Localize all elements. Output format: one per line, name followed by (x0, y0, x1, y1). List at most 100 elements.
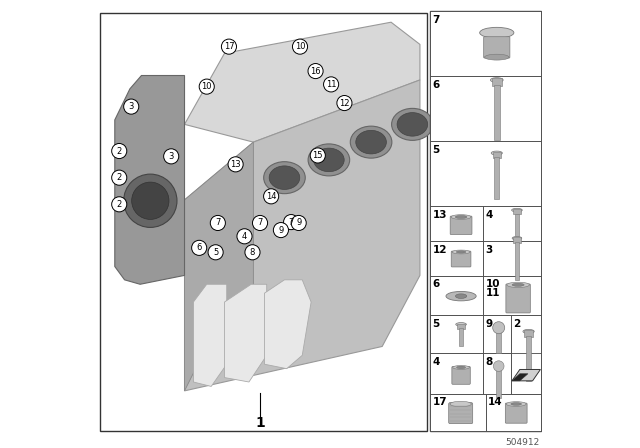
FancyBboxPatch shape (497, 368, 501, 398)
Text: 7: 7 (257, 219, 263, 228)
Polygon shape (225, 284, 267, 382)
Text: 14: 14 (488, 397, 502, 407)
Circle shape (132, 182, 169, 220)
Ellipse shape (350, 126, 392, 158)
Ellipse shape (451, 215, 471, 220)
FancyBboxPatch shape (513, 209, 521, 215)
Text: 14: 14 (266, 192, 276, 201)
Text: 15: 15 (312, 151, 323, 160)
Ellipse shape (455, 215, 467, 219)
Circle shape (211, 215, 225, 231)
FancyBboxPatch shape (494, 157, 499, 199)
FancyBboxPatch shape (493, 152, 500, 158)
FancyBboxPatch shape (430, 11, 541, 76)
FancyBboxPatch shape (459, 328, 463, 346)
Text: 504912: 504912 (506, 438, 540, 447)
Ellipse shape (452, 250, 470, 254)
Text: 10: 10 (202, 82, 212, 91)
Circle shape (310, 148, 325, 163)
Circle shape (308, 64, 323, 78)
FancyBboxPatch shape (457, 323, 465, 329)
Polygon shape (115, 76, 184, 284)
Ellipse shape (507, 282, 529, 288)
Ellipse shape (392, 108, 433, 140)
FancyBboxPatch shape (452, 366, 470, 384)
Text: 1: 1 (255, 416, 265, 430)
FancyBboxPatch shape (515, 242, 519, 280)
FancyBboxPatch shape (506, 403, 527, 423)
Circle shape (228, 157, 243, 172)
Polygon shape (264, 280, 311, 369)
Circle shape (493, 322, 505, 334)
Text: 9: 9 (486, 319, 493, 328)
Ellipse shape (523, 329, 534, 333)
Text: 17: 17 (433, 397, 447, 407)
Text: 17: 17 (223, 42, 234, 51)
Circle shape (237, 229, 252, 244)
Ellipse shape (456, 294, 467, 298)
Text: 13: 13 (230, 160, 241, 169)
Ellipse shape (484, 54, 509, 60)
FancyBboxPatch shape (430, 353, 483, 394)
Circle shape (253, 215, 268, 231)
FancyBboxPatch shape (483, 315, 511, 353)
Text: 4: 4 (242, 232, 247, 241)
Text: 5: 5 (213, 248, 218, 257)
FancyBboxPatch shape (483, 353, 511, 394)
Text: 13: 13 (433, 210, 447, 220)
Ellipse shape (480, 27, 514, 38)
Ellipse shape (356, 130, 387, 154)
Text: 16: 16 (310, 67, 321, 76)
Text: 2: 2 (116, 173, 122, 182)
Text: 2: 2 (116, 146, 122, 155)
FancyBboxPatch shape (449, 403, 473, 424)
Text: 11: 11 (326, 80, 337, 89)
Polygon shape (184, 80, 420, 391)
FancyBboxPatch shape (450, 216, 472, 235)
Circle shape (324, 77, 339, 92)
Text: 9: 9 (296, 219, 301, 228)
Ellipse shape (446, 291, 476, 301)
Text: 11: 11 (486, 288, 500, 298)
Text: 3: 3 (129, 102, 134, 111)
Circle shape (264, 189, 278, 204)
Circle shape (245, 245, 260, 260)
Text: 10: 10 (486, 279, 500, 289)
FancyBboxPatch shape (483, 276, 541, 315)
Text: 4: 4 (486, 210, 493, 220)
Ellipse shape (512, 237, 522, 240)
FancyBboxPatch shape (515, 214, 519, 236)
FancyBboxPatch shape (483, 206, 541, 241)
Ellipse shape (452, 366, 469, 369)
Circle shape (292, 39, 308, 54)
Circle shape (273, 223, 289, 237)
Text: 7: 7 (289, 218, 294, 227)
FancyBboxPatch shape (484, 37, 510, 58)
Circle shape (208, 245, 223, 260)
FancyBboxPatch shape (483, 241, 541, 276)
Circle shape (124, 99, 139, 114)
Text: 12: 12 (433, 245, 447, 254)
FancyBboxPatch shape (430, 315, 483, 353)
FancyBboxPatch shape (492, 78, 502, 86)
Ellipse shape (450, 401, 471, 407)
Polygon shape (193, 284, 227, 387)
Circle shape (199, 79, 214, 94)
Ellipse shape (456, 366, 465, 369)
Circle shape (112, 170, 127, 185)
FancyBboxPatch shape (506, 284, 531, 313)
Text: 10: 10 (295, 42, 305, 51)
Ellipse shape (456, 251, 466, 253)
FancyBboxPatch shape (451, 251, 471, 267)
Ellipse shape (491, 151, 502, 155)
FancyBboxPatch shape (494, 85, 500, 140)
FancyBboxPatch shape (511, 315, 541, 394)
FancyBboxPatch shape (511, 353, 541, 394)
Ellipse shape (269, 166, 300, 190)
Circle shape (124, 174, 177, 228)
Ellipse shape (314, 148, 344, 172)
Ellipse shape (264, 162, 305, 194)
Text: 6: 6 (196, 243, 202, 252)
Text: 7: 7 (215, 219, 221, 228)
FancyBboxPatch shape (497, 329, 501, 353)
